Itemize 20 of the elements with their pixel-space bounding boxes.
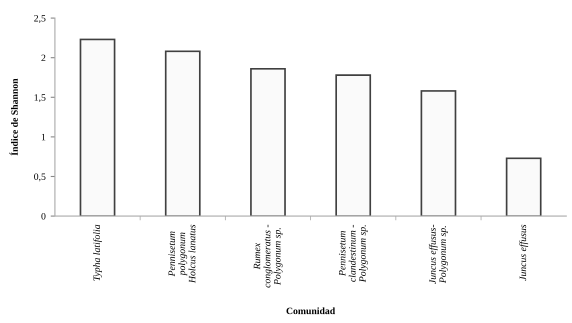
y-tick-label: 1 [42, 134, 46, 140]
y-tick-label: 2,5 [34, 15, 46, 23]
bar [420, 90, 456, 216]
bar [250, 68, 286, 216]
bar [335, 74, 372, 216]
x-tick-label: Juncus effusus- Polygonum sp. [428, 224, 448, 284]
bar [506, 157, 542, 216]
x-tick-label: Pennisetum clandestinum - Polygonum sp. [338, 224, 368, 282]
y-tick-label: 0 [41, 212, 46, 220]
x-tick-label: Pennisetum polygonum Holcus lanatus [168, 224, 196, 284]
y-axis-title: Índice de Shannon [9, 78, 18, 156]
x-tick-label: Juncus effusus [519, 224, 528, 281]
bar [164, 50, 201, 216]
x-tick-label: Rumex conglomeratus - Polygonum sp. [254, 224, 283, 288]
bar [80, 38, 116, 216]
x-axis-title: Comunidad [286, 307, 336, 314]
y-tick-label: 0,5 [34, 173, 46, 182]
y-tick-label: 2 [41, 54, 46, 62]
x-tick-label: Typha latifolia [93, 224, 102, 281]
y-tick-label: 1,5 [34, 94, 46, 102]
